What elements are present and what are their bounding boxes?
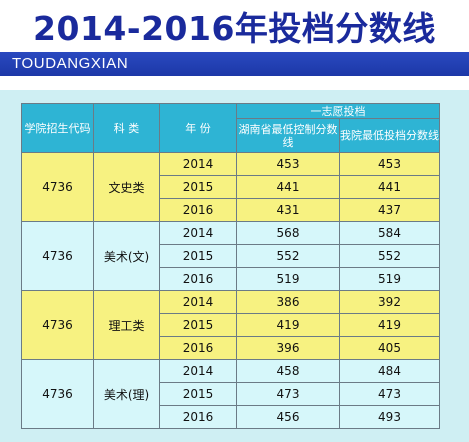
- province-min-cell: 552: [236, 244, 340, 268]
- page-title: 2014-2016年投档分数线: [33, 9, 436, 48]
- province-min-cell: 419: [236, 313, 340, 337]
- year-cell: 2015: [159, 382, 237, 406]
- category-cell: 理工类: [93, 290, 160, 360]
- province-min-cell: 431: [236, 198, 340, 222]
- code-cell: 4736: [21, 152, 94, 222]
- school-min-cell: 392: [339, 290, 440, 314]
- year-cell: 2016: [159, 198, 237, 222]
- year-cell: 2014: [159, 221, 237, 245]
- header-code: 学院招生代码: [21, 103, 94, 153]
- school-min-cell: 584: [339, 221, 440, 245]
- province-min-cell: 473: [236, 382, 340, 406]
- year-cell: 2016: [159, 267, 237, 291]
- province-min-cell: 519: [236, 267, 340, 291]
- school-min-cell: 493: [339, 405, 440, 429]
- school-min-cell: 419: [339, 313, 440, 337]
- school-min-cell: 453: [339, 152, 440, 176]
- table-row: 4736 美术(理) 2014 458 484: [21, 359, 440, 429]
- school-min-cell: 437: [339, 198, 440, 222]
- school-min-cell: 552: [339, 244, 440, 268]
- header-year: 年 份: [159, 103, 237, 153]
- year-cell: 2015: [159, 313, 237, 337]
- category-cell: 美术(理): [93, 359, 160, 429]
- year-cell: 2014: [159, 290, 237, 314]
- province-min-cell: 568: [236, 221, 340, 245]
- province-min-cell: 458: [236, 359, 340, 383]
- school-min-cell: 405: [339, 336, 440, 360]
- school-min-cell: 519: [339, 267, 440, 291]
- province-min-cell: 396: [236, 336, 340, 360]
- province-min-cell: 441: [236, 175, 340, 199]
- header-category: 科 类: [93, 103, 160, 153]
- table-row: 4736 理工类 2014 386 392: [21, 290, 440, 360]
- province-min-cell: 386: [236, 290, 340, 314]
- category-cell: 文史类: [93, 152, 160, 222]
- table-row: 4736 美术(文) 2014 568 584: [21, 221, 440, 291]
- header-province-min: 湖南省最低控制分数线: [236, 118, 340, 153]
- year-cell: 2014: [159, 152, 237, 176]
- code-cell: 4736: [21, 359, 94, 429]
- year-cell: 2015: [159, 244, 237, 268]
- year-cell: 2016: [159, 405, 237, 429]
- code-cell: 4736: [21, 290, 94, 360]
- subtitle-bar: [0, 52, 469, 76]
- school-min-cell: 441: [339, 175, 440, 199]
- header-school-min: 我院最低投档分数线: [339, 118, 440, 153]
- code-cell: 4736: [21, 221, 94, 291]
- score-table: 学院招生代码 科 类 年 份 一志愿投档 湖南省最低控制分数线 我院最低投档分数…: [21, 103, 440, 429]
- header-group: 一志愿投档: [236, 103, 440, 119]
- school-min-cell: 473: [339, 382, 440, 406]
- school-min-cell: 484: [339, 359, 440, 383]
- year-cell: 2014: [159, 359, 237, 383]
- subtitle: TOUDANGXIAN: [12, 55, 129, 72]
- province-min-cell: 453: [236, 152, 340, 176]
- category-cell: 美术(文): [93, 221, 160, 291]
- table-row: 4736 文史类 2014 453 453: [21, 152, 440, 222]
- province-min-cell: 456: [236, 405, 340, 429]
- year-cell: 2015: [159, 175, 237, 199]
- year-cell: 2016: [159, 336, 237, 360]
